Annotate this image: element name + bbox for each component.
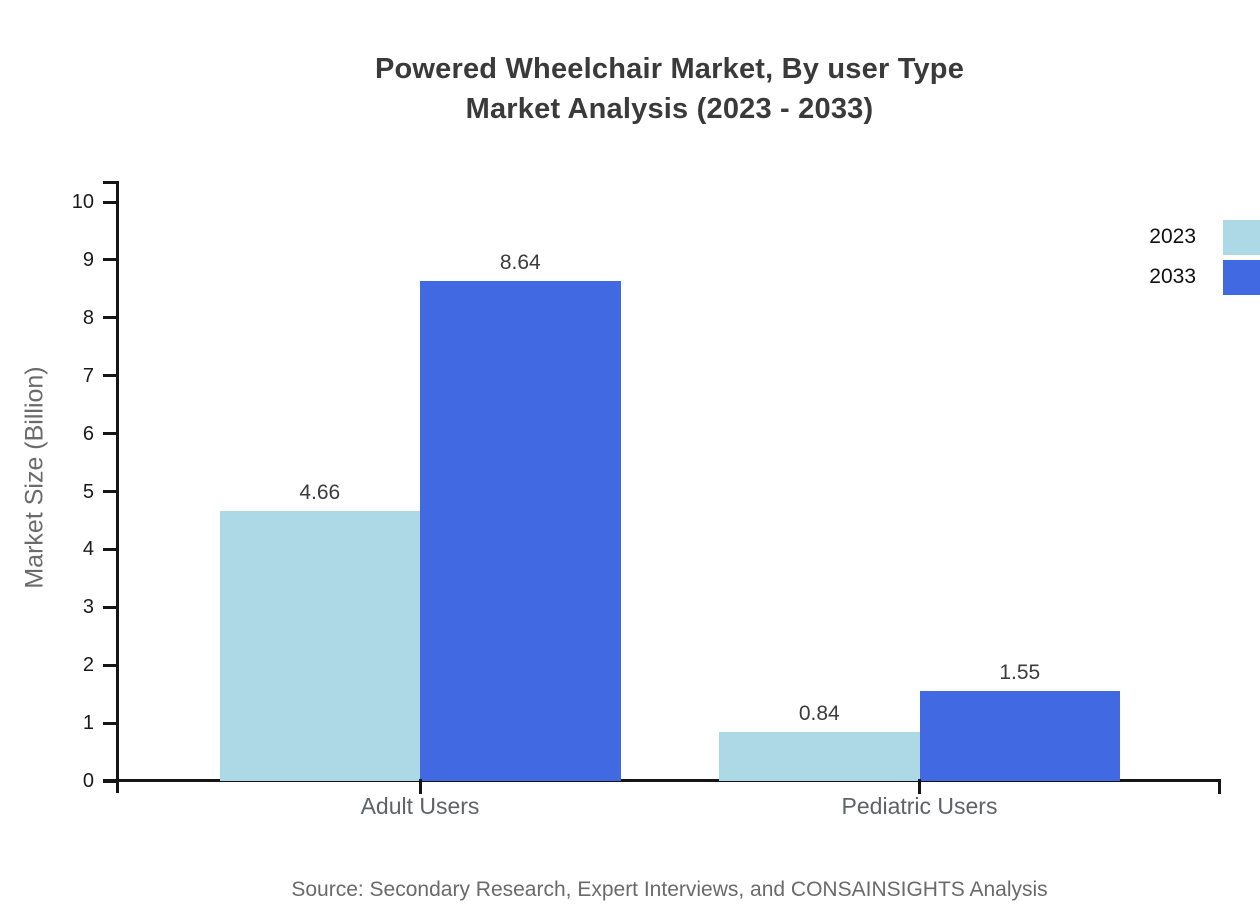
- legend-label-2033: 2033: [1149, 265, 1196, 288]
- x-tick-mark: [918, 779, 921, 794]
- x-category-label: Adult Users: [360, 793, 480, 819]
- y-tick-label: 1: [82, 712, 94, 735]
- y-axis-top-cap: [103, 181, 118, 184]
- x-axis-end-tick: [1218, 779, 1221, 794]
- y-tick-mark: [103, 316, 117, 320]
- y-tick-mark: [103, 200, 117, 204]
- y-tick-label: 10: [71, 191, 94, 213]
- y-tick-mark: [103, 721, 117, 725]
- legend-swatch-2033: [1223, 260, 1260, 295]
- x-tick-mark: [418, 779, 422, 794]
- x-axis-spine: [103, 779, 1221, 782]
- y-tick-mark: [103, 374, 117, 378]
- y-tick-label: 0: [82, 770, 94, 792]
- y-tick-label: 8: [82, 306, 94, 329]
- y-tick-label: 7: [82, 364, 94, 387]
- bar-value-label: 4.66: [299, 481, 341, 505]
- y-tick-label: 3: [82, 596, 94, 619]
- chart-subtitle: Market Analysis (2023 - 2033): [465, 93, 874, 125]
- y-tick-mark: [103, 779, 117, 783]
- y-tick-label: 6: [82, 422, 94, 445]
- chart-title: Powered Wheelchair Market, By user Type: [374, 53, 965, 85]
- y-tick-label: 9: [82, 248, 94, 271]
- y-tick-label: 5: [82, 480, 94, 503]
- bar-value-label: 0.84: [798, 702, 840, 726]
- bar-2023-adult-users: [219, 511, 420, 781]
- y-tick-mark: [103, 605, 117, 609]
- y-tick-mark: [103, 490, 117, 493]
- legend-swatch-2023: [1223, 220, 1260, 255]
- y-tick-label: 2: [82, 654, 94, 677]
- y-tick-mark: [103, 432, 117, 436]
- bar-2023-pediatric-users: [719, 732, 920, 781]
- x-category-label: Pediatric Users: [841, 793, 998, 819]
- y-tick-label: 4: [82, 538, 94, 561]
- bar-value-label: 1.55: [999, 661, 1041, 685]
- y-tick-mark: [103, 547, 117, 551]
- bar-2033-adult-users: [420, 280, 621, 781]
- y-axis-spine: [116, 181, 119, 793]
- y-tick-mark: [103, 258, 117, 262]
- bar-2033-pediatric-users: [919, 691, 1120, 781]
- bar-value-label: 8.64: [499, 250, 541, 274]
- y-tick-mark: [103, 663, 117, 667]
- legend-label-2023: 2023: [1149, 225, 1196, 248]
- source-note: Source: Secondary Research, Expert Inter…: [291, 878, 1048, 901]
